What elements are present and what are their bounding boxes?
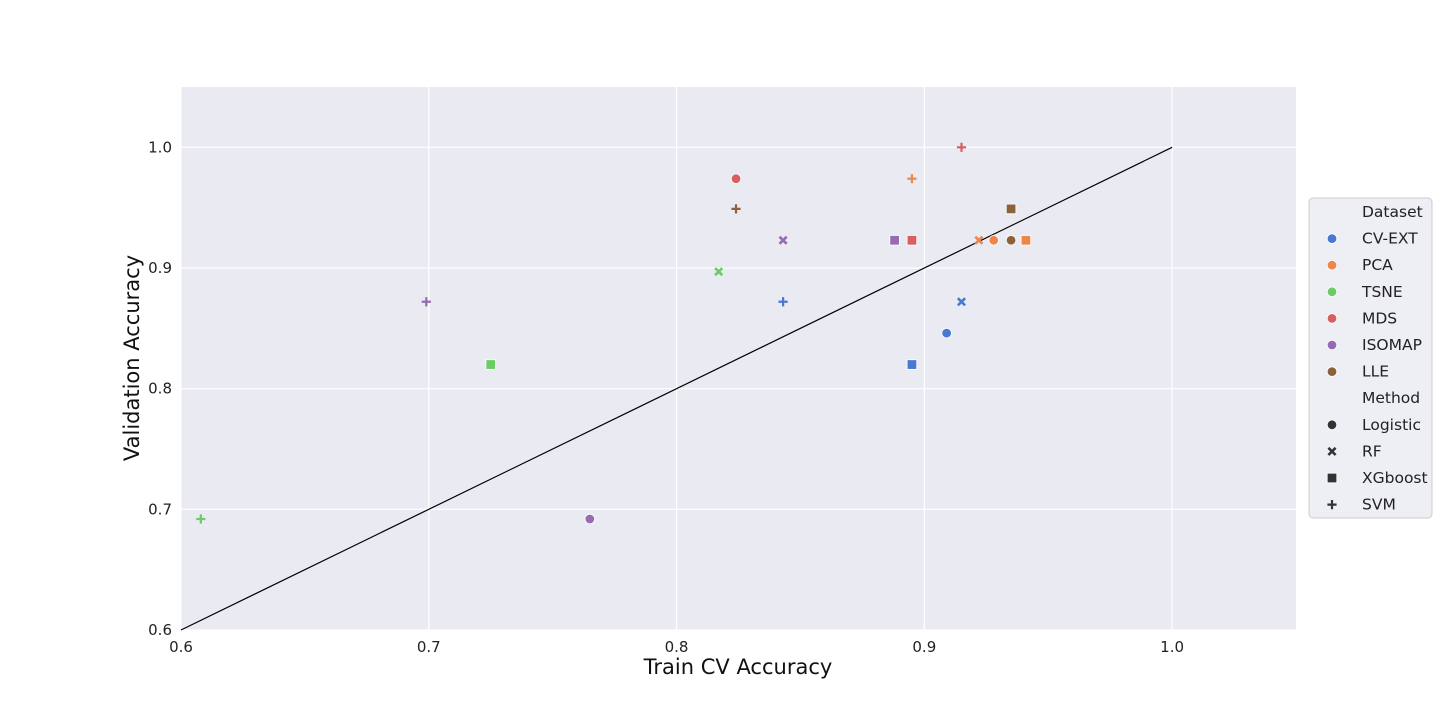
- x-tick-label: 0.6: [169, 638, 193, 656]
- legend-label: PCA: [1362, 256, 1393, 274]
- point-cv-ext-svm: [778, 297, 788, 307]
- legend-label: CV-EXT: [1362, 230, 1418, 248]
- x-tick-label: 0.7: [417, 638, 441, 656]
- point-isomap-xgboost: [889, 235, 900, 246]
- point-pca-xgboost: [1020, 235, 1032, 246]
- legend-marker-rf: [1327, 446, 1337, 456]
- point-lle-xgboost: [1005, 203, 1017, 215]
- legend-label: MDS: [1362, 309, 1397, 327]
- legend-swatch-mds: [1326, 313, 1338, 324]
- x-tick-label: 0.9: [912, 638, 936, 656]
- legend-swatch-pca: [1326, 260, 1338, 271]
- y-tick-label: 0.9: [148, 259, 172, 277]
- point-isomap-svm: [421, 297, 431, 307]
- legend-swatch-cv-ext: [1326, 233, 1338, 244]
- legend-label: XGboost: [1362, 469, 1428, 487]
- legend-title-method: Method: [1362, 389, 1420, 407]
- legend: Dataset CV-EXT PCA TSNE MDS ISOMAP LLE Method Lo…: [1308, 197, 1433, 519]
- legend-swatch-tsne: [1326, 286, 1338, 298]
- y-tick-label: 0.7: [148, 500, 172, 518]
- grid-lines: [180, 87, 1296, 631]
- point-tsne-xgboost: [485, 359, 496, 370]
- reference-line: [180, 146, 1173, 631]
- point-mds-logistic: [730, 173, 742, 184]
- legend-label: TSNE: [1361, 283, 1403, 301]
- point-pca-rf: [974, 235, 984, 245]
- legend-label: LLE: [1362, 363, 1389, 381]
- legend-marker-svm: [1327, 500, 1337, 510]
- legend-label: Logistic: [1362, 416, 1421, 434]
- y-tick-label: 0.6: [148, 621, 172, 639]
- legend-label: ISOMAP: [1362, 336, 1422, 354]
- point-isomap-rf: [778, 235, 788, 245]
- x-tick-labels: 0.6 0.7 0.8 0.9 1.0: [169, 638, 1184, 656]
- point-cv-ext-logistic: [941, 327, 952, 339]
- legend-label: SVM: [1362, 496, 1396, 514]
- y-tick-label: 0.8: [148, 380, 172, 398]
- point-mds-svm: [956, 142, 967, 152]
- point-pca-svm: [907, 174, 917, 184]
- point-lle-logistic: [1005, 235, 1017, 246]
- y-tick-label: 1.0: [148, 138, 172, 156]
- reference-line-group: [180, 146, 1173, 631]
- legend-marker-logistic: [1326, 419, 1338, 431]
- legend-swatch-isomap: [1326, 339, 1338, 351]
- x-axis-label: Train CV Accuracy: [643, 655, 833, 679]
- x-tick-label: 0.8: [665, 638, 689, 656]
- point-cv-ext-xgboost: [906, 359, 918, 370]
- x-tick-label: 1.0: [1160, 638, 1184, 656]
- legend-title-dataset: Dataset: [1362, 203, 1423, 221]
- point-lle-svm: [731, 204, 741, 214]
- y-tick-labels: 0.6 0.7 0.8 0.9 1.0: [148, 138, 172, 639]
- data-points: [196, 142, 1032, 525]
- legend-swatch-lle: [1326, 366, 1338, 377]
- point-isomap-logistic: [584, 513, 596, 525]
- point-mds-xgboost: [906, 235, 918, 246]
- legend-box: [1308, 197, 1433, 519]
- y-axis-label: Validation Accuracy: [120, 255, 144, 461]
- point-tsne-svm: [196, 514, 206, 524]
- point-cv-ext-rf: [956, 297, 967, 307]
- legend-label: RF: [1362, 442, 1382, 460]
- legend-marker-xgboost: [1326, 472, 1338, 484]
- point-tsne-rf: [714, 267, 724, 277]
- point-pca-logistic: [988, 235, 999, 246]
